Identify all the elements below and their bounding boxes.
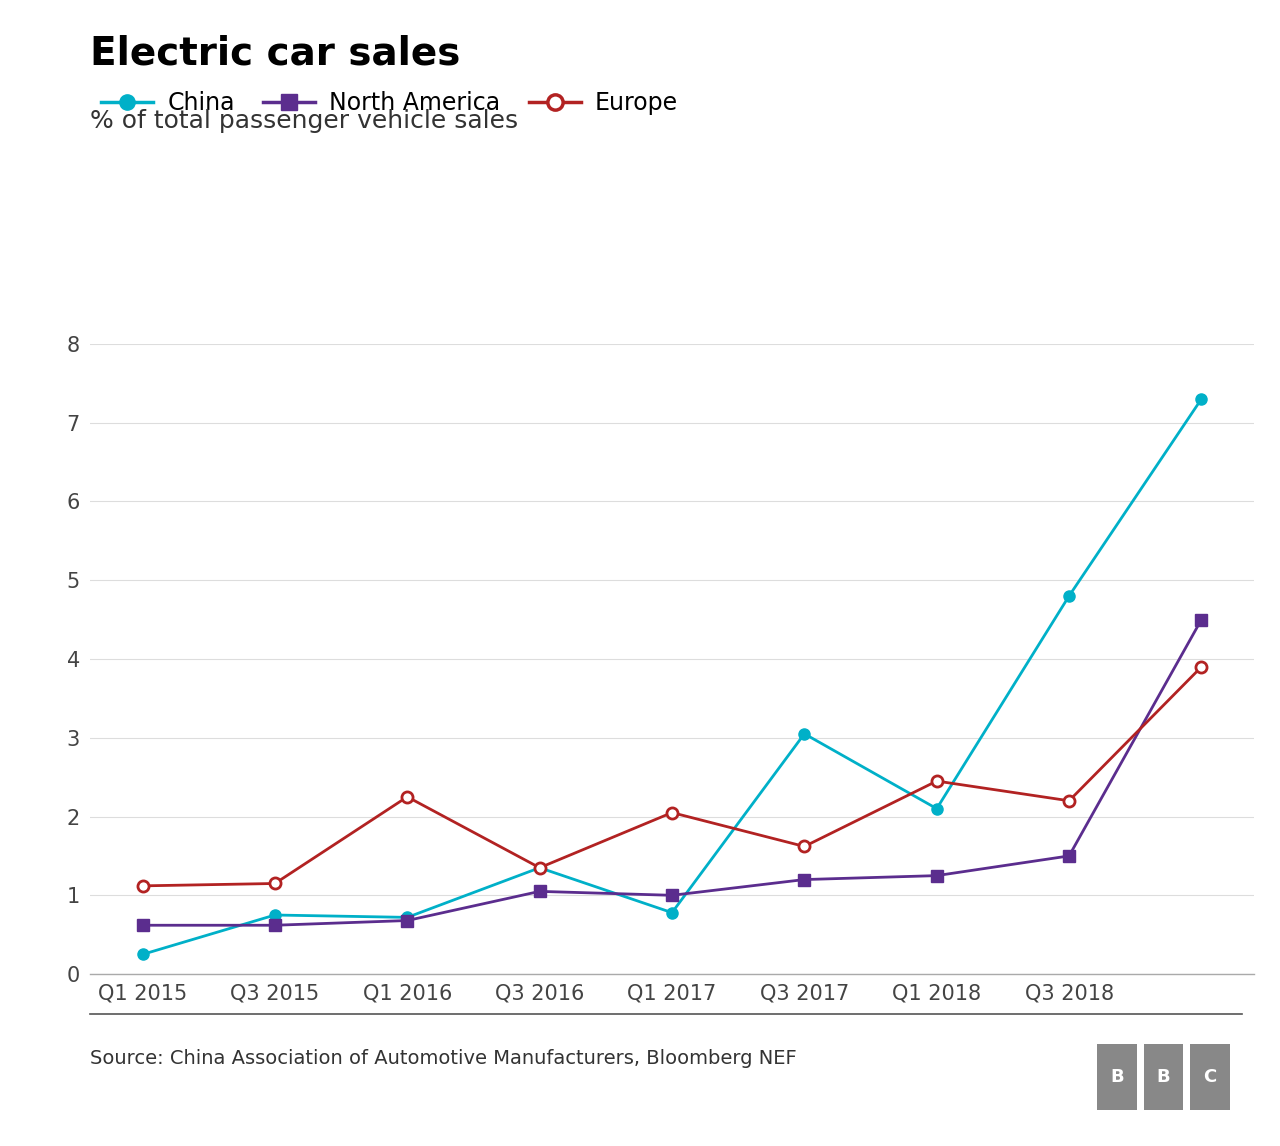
Text: % of total passenger vehicle sales: % of total passenger vehicle sales <box>90 109 517 133</box>
Text: B: B <box>1157 1068 1170 1086</box>
Text: B: B <box>1111 1068 1124 1086</box>
FancyBboxPatch shape <box>1190 1044 1230 1110</box>
FancyBboxPatch shape <box>1144 1044 1184 1110</box>
Legend: China, North America, Europe: China, North America, Europe <box>101 91 678 115</box>
FancyBboxPatch shape <box>1097 1044 1137 1110</box>
Text: C: C <box>1203 1068 1216 1086</box>
Text: Electric car sales: Electric car sales <box>90 34 460 72</box>
Text: Source: China Association of Automotive Manufacturers, Bloomberg NEF: Source: China Association of Automotive … <box>90 1049 796 1068</box>
